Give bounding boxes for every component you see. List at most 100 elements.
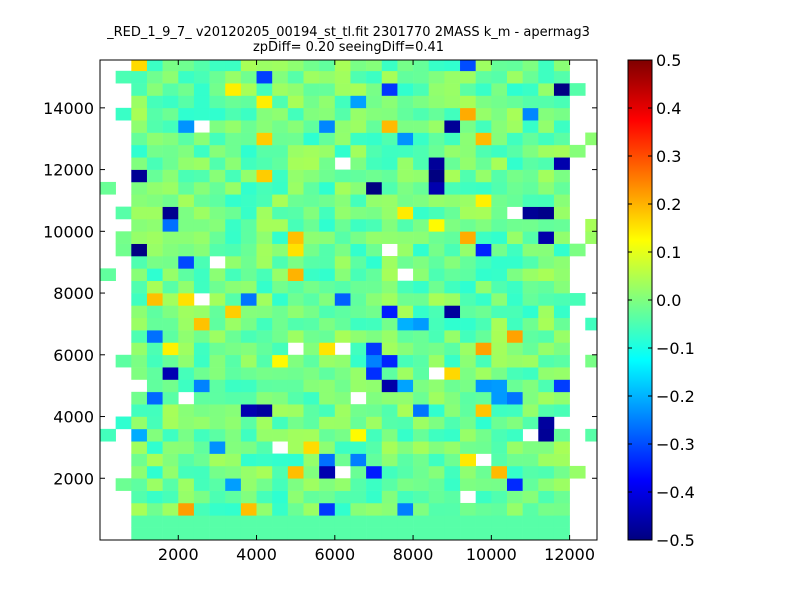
heatmap-cell (193, 391, 210, 405)
heatmap-cell (334, 107, 351, 121)
heatmap-cell (287, 453, 304, 467)
heatmap-cell (538, 280, 555, 294)
heatmap-cell (334, 243, 351, 257)
heatmap-cell (522, 268, 539, 282)
heatmap-cell (585, 218, 598, 232)
heatmap-cell (240, 354, 257, 368)
heatmap-cell (225, 465, 242, 479)
heatmap-cell (444, 330, 461, 343)
heatmap-cell (225, 354, 242, 368)
heatmap-cell (491, 404, 508, 417)
heatmap-cell (131, 527, 148, 541)
heatmap-cell (506, 428, 523, 442)
heatmap-cell (413, 354, 430, 368)
heatmap-cell (146, 317, 163, 331)
heatmap-cell (319, 465, 336, 479)
heatmap-cell (381, 169, 398, 183)
heatmap-cell (240, 404, 257, 417)
heatmap-cell (146, 95, 163, 109)
heatmap-cell (178, 194, 195, 207)
heatmap-cell (413, 181, 430, 195)
heatmap-cell (506, 391, 523, 405)
heatmap-cell (413, 391, 430, 405)
heatmap-cell (193, 206, 210, 220)
heatmap-cell (538, 478, 555, 491)
heatmap-cell (334, 144, 351, 158)
heatmap-cell (287, 330, 304, 343)
heatmap-cell (115, 70, 132, 84)
heatmap-cell (287, 256, 304, 269)
heatmap-cell (209, 453, 226, 467)
heatmap-cell (272, 502, 289, 516)
heatmap-cell (146, 441, 163, 454)
heatmap-cell (240, 416, 257, 430)
heatmap-cell (413, 256, 430, 269)
heatmap-cell (240, 243, 257, 257)
heatmap-cell (334, 428, 351, 442)
heatmap-cell (460, 206, 476, 220)
heatmap-cell (319, 169, 336, 183)
heatmap-cell (350, 428, 367, 442)
heatmap-cell (397, 194, 414, 207)
heatmap-cell (225, 60, 242, 72)
heatmap-cell (193, 490, 210, 504)
heatmap-cell (334, 379, 351, 393)
heatmap-cell (585, 354, 598, 368)
heatmap-cell (334, 60, 351, 72)
heatmap-cell (366, 527, 383, 541)
x-tick-label: 6000 (314, 545, 355, 564)
x-tick-label: 8000 (393, 545, 434, 564)
heatmap-cell (428, 465, 445, 479)
heatmap-cell (350, 527, 367, 541)
heatmap-cell (569, 83, 586, 96)
heatmap-cell (475, 465, 492, 479)
heatmap-cell (413, 453, 430, 467)
heatmap-cell (397, 527, 414, 541)
heatmap-cell (240, 330, 257, 343)
heatmap-cell (319, 181, 336, 195)
heatmap-cell (506, 404, 523, 417)
heatmap-cell (209, 305, 226, 319)
heatmap-cell (553, 194, 570, 207)
heatmap-cell (272, 218, 289, 232)
heatmap-cell (491, 354, 508, 368)
heatmap-cell (553, 256, 570, 269)
heatmap-cell (303, 169, 320, 183)
heatmap-cell (193, 132, 210, 146)
heatmap-cell (397, 181, 414, 195)
heatmap-cell (538, 107, 555, 121)
heatmap-cell (193, 453, 210, 467)
heatmap-cell (287, 132, 304, 146)
heatmap-cell (460, 305, 476, 319)
heatmap-cell (209, 181, 226, 195)
heatmap-cell (131, 206, 148, 220)
heatmap-cell (491, 144, 508, 158)
heatmap-cell (475, 441, 492, 454)
heatmap-cell (131, 107, 148, 121)
heatmap-cell (350, 404, 367, 417)
heatmap-cell (319, 60, 336, 72)
heatmap-cell (225, 243, 242, 257)
heatmap-cell (506, 280, 523, 294)
heatmap-cell (178, 317, 195, 331)
heatmap-cell (381, 70, 398, 84)
heatmap-cell (460, 354, 476, 368)
heatmap-cell (444, 342, 461, 356)
heatmap-cell (240, 453, 257, 467)
heatmap-cell (162, 169, 179, 183)
heatmap-cell (538, 70, 555, 84)
heatmap-cell (538, 490, 555, 504)
heatmap-cell (522, 305, 539, 319)
heatmap-cell (538, 342, 555, 356)
heatmap-cell (491, 70, 508, 84)
heatmap-cell (506, 132, 523, 146)
heatmap-cell (193, 527, 210, 541)
heatmap-cell (240, 515, 257, 528)
heatmap-cell (413, 169, 430, 183)
heatmap-cell (146, 194, 163, 207)
heatmap-cell (303, 107, 320, 121)
heatmap-cell (475, 60, 492, 72)
heatmap-cell (146, 169, 163, 183)
heatmap-cell (303, 132, 320, 146)
heatmap-cell (381, 502, 398, 516)
